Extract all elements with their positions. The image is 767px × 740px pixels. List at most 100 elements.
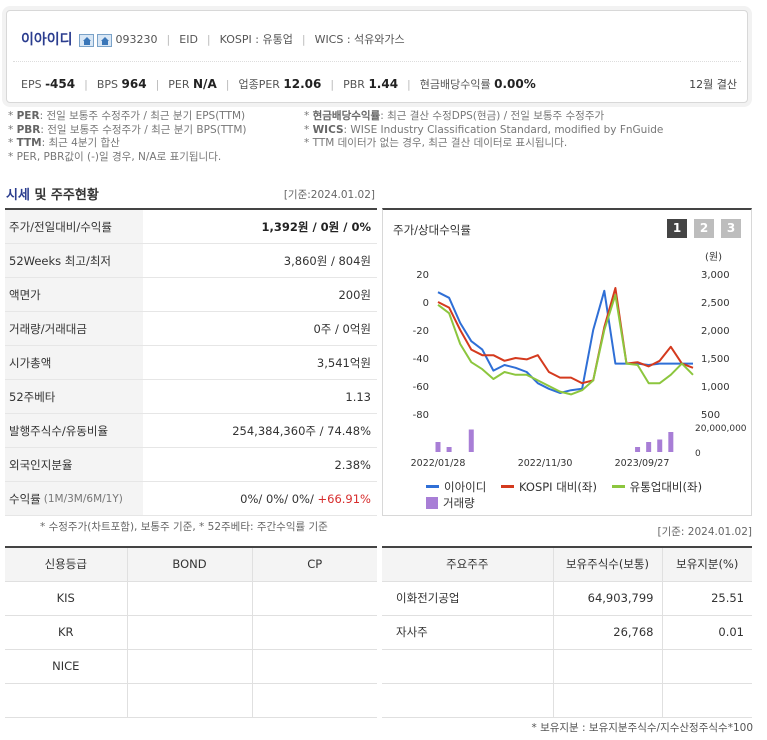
major-holders-table: 주요주주 보유주식수(보통) 보유지분(%) 이화전기공업 64,903,799… (382, 546, 752, 718)
cp-rating (252, 581, 377, 616)
chart-title: 주가/상대수익률 (393, 223, 471, 237)
volume-bar (646, 442, 652, 452)
table-row: 자사주 26,768 0.01 (382, 615, 752, 650)
series-line (437, 287, 694, 385)
volume-bar (435, 442, 441, 452)
right-axis-unit: (원) (705, 251, 722, 263)
market-note: * 수정주가(차트포함), 보통주 기준, * 52주베타: 주간수익률 기준 (40, 521, 328, 533)
note-line: * PER: 전일 보통주 수정주가 / 최근 분기 EPS(TTM) (8, 110, 246, 122)
dividend-yield-label: 현금배당수익률 (419, 78, 491, 91)
row-value: 254,384,360주 / 74.48% (232, 423, 371, 438)
holder-shares: 64,903,799 (553, 581, 663, 616)
column-header: 신용등급 (5, 547, 128, 582)
column-header: BOND (127, 547, 253, 582)
row-label: 액면가 (5, 278, 143, 311)
chart-tab-2[interactable]: 2 (694, 219, 714, 238)
x-tick-label: 2022/01/28 (411, 458, 466, 469)
industry-per-value: 12.06 (283, 77, 322, 91)
note-line: * PER, PBR값이 (-)일 경우, N/A로 표기됩니다. (8, 150, 222, 163)
note-line: * WICS: WISE Industry Classification Sta… (304, 123, 664, 136)
left-tick-label: -80 (413, 410, 429, 421)
table-header-row: 주요주주 보유주식수(보통) 보유지분(%) (382, 547, 752, 582)
holder-name: 이화전기공업 (382, 581, 554, 616)
column-header: 주요주주 (382, 547, 554, 582)
bps-value: 964 (121, 77, 147, 91)
volume-tick-label: 0 (695, 449, 701, 459)
valuation-row: EPS -454 | BPS 964 | PER N/A | 업종PER 12.… (21, 77, 737, 91)
row-value: 3,541억원 (316, 355, 371, 370)
right-tick-label: 500 (701, 410, 720, 421)
bond-rating (127, 581, 253, 616)
bond-rating (127, 615, 253, 650)
volume-bar (446, 447, 452, 452)
bps-label: BPS (96, 77, 118, 91)
wics-sector: WICS : 석유와가스 (314, 33, 405, 46)
column-header: 보유지분(%) (662, 547, 752, 582)
chart-tab-buttons: 1 2 3 (667, 219, 741, 238)
separator: | (206, 32, 211, 46)
row-label: 주가/전일대비/수익률 (5, 210, 143, 243)
company-name[interactable]: 이아이디 (21, 32, 73, 48)
row-value: 0%/ 0%/ 0%/ +66.91% (240, 491, 371, 506)
table-row: 52주베타 1.13 (5, 380, 377, 414)
table-row: 수익률 (1M/3M/6M/1Y) 0%/ 0%/ 0%/ +66.91% (5, 482, 377, 516)
legend-item: 거래량 (426, 495, 475, 511)
holder-shares: 26,768 (553, 615, 663, 650)
stock-title-row: 이아이디 093230 | EID | KOSPI : 유통업 | WICS :… (21, 29, 405, 49)
table-row (382, 649, 752, 684)
row-label: 52Weeks 최고/최저 (5, 244, 143, 277)
market-table: 주가/전일대비/수익률 1,392원 / 0원 / 0% 52Weeks 최고/… (5, 208, 377, 516)
row-value: 200원 (338, 287, 371, 302)
chart-legend: 이아이디 KOSPI 대비(좌) 유통업대비(좌) 거래량 (426, 477, 713, 512)
left-tick-label: 20 (416, 270, 429, 281)
row-value: 1.13 (345, 389, 371, 404)
series-line (437, 294, 694, 396)
right-tick-label: 3,000 (701, 270, 730, 281)
table-row: NICE (5, 649, 377, 684)
separator: | (166, 32, 171, 46)
table-row: 주가/전일대비/수익률 1,392원 / 0원 / 0% (5, 210, 377, 244)
rating-agency: NICE (5, 649, 128, 684)
bond-rating (127, 649, 253, 684)
dividend-yield-value: 0.00% (494, 77, 536, 91)
row-label: 시가총액 (5, 346, 143, 379)
chart-tab-1[interactable]: 1 (667, 219, 687, 238)
note-line: * PBR: 전일 보통주 수정주가 / 최근 분기 BPS(TTM) (8, 123, 247, 136)
home-icon[interactable] (78, 33, 94, 47)
notes-right: * 현금배당수익률: 최근 결산 수정DPS(현금) / 전일 보통주 수정주가… (304, 110, 663, 151)
table-row: KIS (5, 581, 377, 616)
row-label: 수익률 (1M/3M/6M/1Y) (5, 482, 143, 515)
volume-bar (668, 432, 674, 452)
pbr-value: 1.44 (368, 77, 399, 91)
holder-name: 자사주 (382, 615, 554, 650)
volume-bar (657, 439, 663, 452)
note-line: * TTM 데이터가 없는 경우, 최근 결산 데이터로 표시됩니다. (304, 137, 568, 150)
volume-bar (468, 429, 474, 452)
homepage-icon[interactable] (96, 33, 112, 47)
right-tick-label: 2,500 (701, 298, 730, 309)
per-value: N/A (193, 77, 217, 91)
row-value: 2.38% (334, 457, 371, 472)
row-value: 0주 / 0억원 (313, 321, 371, 336)
table-row: 52Weeks 최고/최저 3,860원 / 804원 (5, 244, 377, 278)
note-line: * TTM: 최근 4분기 합산 (8, 137, 120, 150)
table-row: KR (5, 615, 377, 650)
column-header: CP (252, 547, 377, 582)
rating-agency: KIS (5, 581, 128, 616)
price-chart-panel: 주가/상대수익률 1 2 3 20 0 -20 -40 -60 -80 3,000 2,500… (382, 208, 752, 516)
row-value: 1,392원 / 0원 / 0% (261, 219, 371, 234)
holders-note: * 보유지분 : 보유지분주식수/지수산정주식수*100 (531, 722, 753, 734)
row-label: 외국인지분율 (5, 448, 143, 481)
left-tick-label: 0 (423, 298, 429, 309)
row-label: 52주베타 (5, 380, 143, 413)
row-label: 발행주식수/유동비율 (5, 414, 143, 447)
industry-per-label: 업종PER (238, 78, 280, 91)
row-label: 거래량/거래대금 (5, 312, 143, 345)
x-tick-label: 2022/11/30 (518, 458, 573, 469)
cp-rating (252, 615, 377, 650)
eps-label: EPS (21, 77, 42, 91)
chart-tab-3[interactable]: 3 (721, 219, 741, 238)
legend-item: 유통업대비(좌) (611, 479, 702, 495)
left-tick-label: -60 (413, 382, 429, 393)
legend-item: 이아이디 (426, 479, 486, 495)
